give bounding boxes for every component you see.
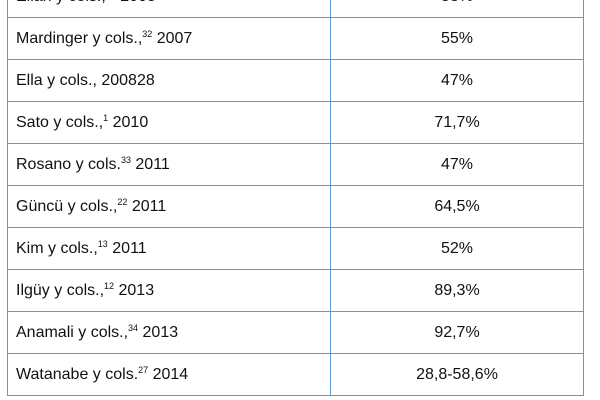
- value-cell: 92,7%: [330, 311, 584, 354]
- value-cell: 53%: [330, 0, 584, 18]
- table-row: Kim y cols.,13 2011 52%: [7, 227, 584, 270]
- author-name: Kim y cols.,: [16, 239, 98, 257]
- percentage: 53%: [441, 0, 473, 5]
- author-cell: Ella y cols., 200828: [7, 59, 331, 102]
- reference: 32: [142, 28, 153, 39]
- table-row: Mardinger y cols.,32 2007 55%: [7, 17, 584, 60]
- value-cell: 47%: [330, 143, 584, 186]
- reference: 34: [128, 322, 139, 333]
- percentage: 47%: [440, 155, 474, 173]
- table-row: Watanabe y cols.27 2014 28,8-58,6%: [7, 353, 584, 396]
- value-cell: 47%: [330, 59, 584, 102]
- author-cell: Ellan y cols.,21 2005: [7, 0, 331, 18]
- table-row: Ellan y cols.,21 2005 53%: [7, 0, 584, 18]
- value-cell: 28,8-58,6%: [330, 353, 584, 396]
- value-cell: 89,3%: [330, 269, 584, 312]
- author-name: Ellan y cols.,: [16, 0, 106, 5]
- author-cell: Watanabe y cols.27 2014: [7, 353, 331, 396]
- reference: 22: [117, 196, 128, 207]
- percentage: 64,5%: [434, 197, 480, 215]
- table-row: Rosano y cols.33 2011 47%: [7, 143, 584, 186]
- percentage: 92,7%: [434, 323, 480, 341]
- year: 2011: [112, 239, 147, 257]
- author-name: Anamali y cols.,: [16, 323, 129, 341]
- author-cell: Ilgüy y cols.,12 2013: [7, 269, 331, 312]
- percentage: 71,7%: [434, 113, 480, 131]
- value-cell: 64,5%: [330, 185, 584, 228]
- year: 2005: [120, 0, 156, 5]
- results-table: Ellan y cols.,21 2005 53% Mardinger y cols…: [7, 0, 584, 396]
- author-name: Ella y cols., 200828: [16, 71, 155, 89]
- value-cell: 71,7%: [330, 101, 584, 144]
- author-cell: Anamali y cols.,34 2013: [7, 311, 331, 354]
- reference: 27: [138, 364, 149, 375]
- year: 2007: [156, 29, 193, 47]
- reference: 33: [120, 154, 131, 165]
- year: 2013: [142, 323, 179, 341]
- table-row: Güncü y cols.,22 2011 64,5%: [7, 185, 584, 228]
- percentage: 28,8-58,6%: [416, 365, 498, 383]
- author-name: Güncü y cols.,: [16, 197, 118, 215]
- table-row: Ilgüy y cols.,12 2013 89,3%: [7, 269, 584, 312]
- reference: 13: [97, 238, 108, 249]
- reference: 1: [103, 112, 109, 123]
- percentage: 47%: [440, 71, 474, 89]
- value-cell: 55%: [330, 17, 584, 60]
- author-cell: Güncü y cols.,22 2011: [7, 185, 331, 228]
- year: 2011: [135, 155, 170, 173]
- table-row: Ella y cols., 200828 47%: [7, 59, 584, 102]
- year: 2013: [118, 281, 155, 299]
- author-name: Ilgüy y cols.,: [16, 281, 105, 299]
- author-cell: Mardinger y cols.,32 2007: [7, 17, 331, 60]
- percentage: 89,3%: [434, 281, 480, 299]
- percentage: 55%: [440, 29, 474, 47]
- table-body: Ellan y cols.,21 2005 53% Mardinger y cols…: [7, 0, 584, 396]
- author-cell: Sato y cols.,1 2010: [7, 101, 331, 144]
- value-cell: 52%: [330, 227, 584, 270]
- percentage: 52%: [440, 239, 474, 257]
- table-row: Anamali y cols.,34 2013 92,7%: [7, 311, 584, 354]
- author-name: Sato y cols.,: [16, 113, 104, 131]
- year: 2010: [112, 113, 149, 131]
- reference: 12: [104, 280, 115, 291]
- year: 2011: [131, 197, 167, 215]
- author-name: Mardinger y cols.,: [16, 29, 143, 47]
- author-cell: Kim y cols.,13 2011: [7, 227, 331, 270]
- table-row: Sato y cols.,1 2010 71,7%: [7, 101, 584, 144]
- author-name: Rosano y cols.: [16, 155, 121, 173]
- author-cell: Rosano y cols.33 2011: [7, 143, 331, 186]
- author-name: Watanabe y cols.: [16, 365, 139, 383]
- year: 2014: [152, 365, 189, 383]
